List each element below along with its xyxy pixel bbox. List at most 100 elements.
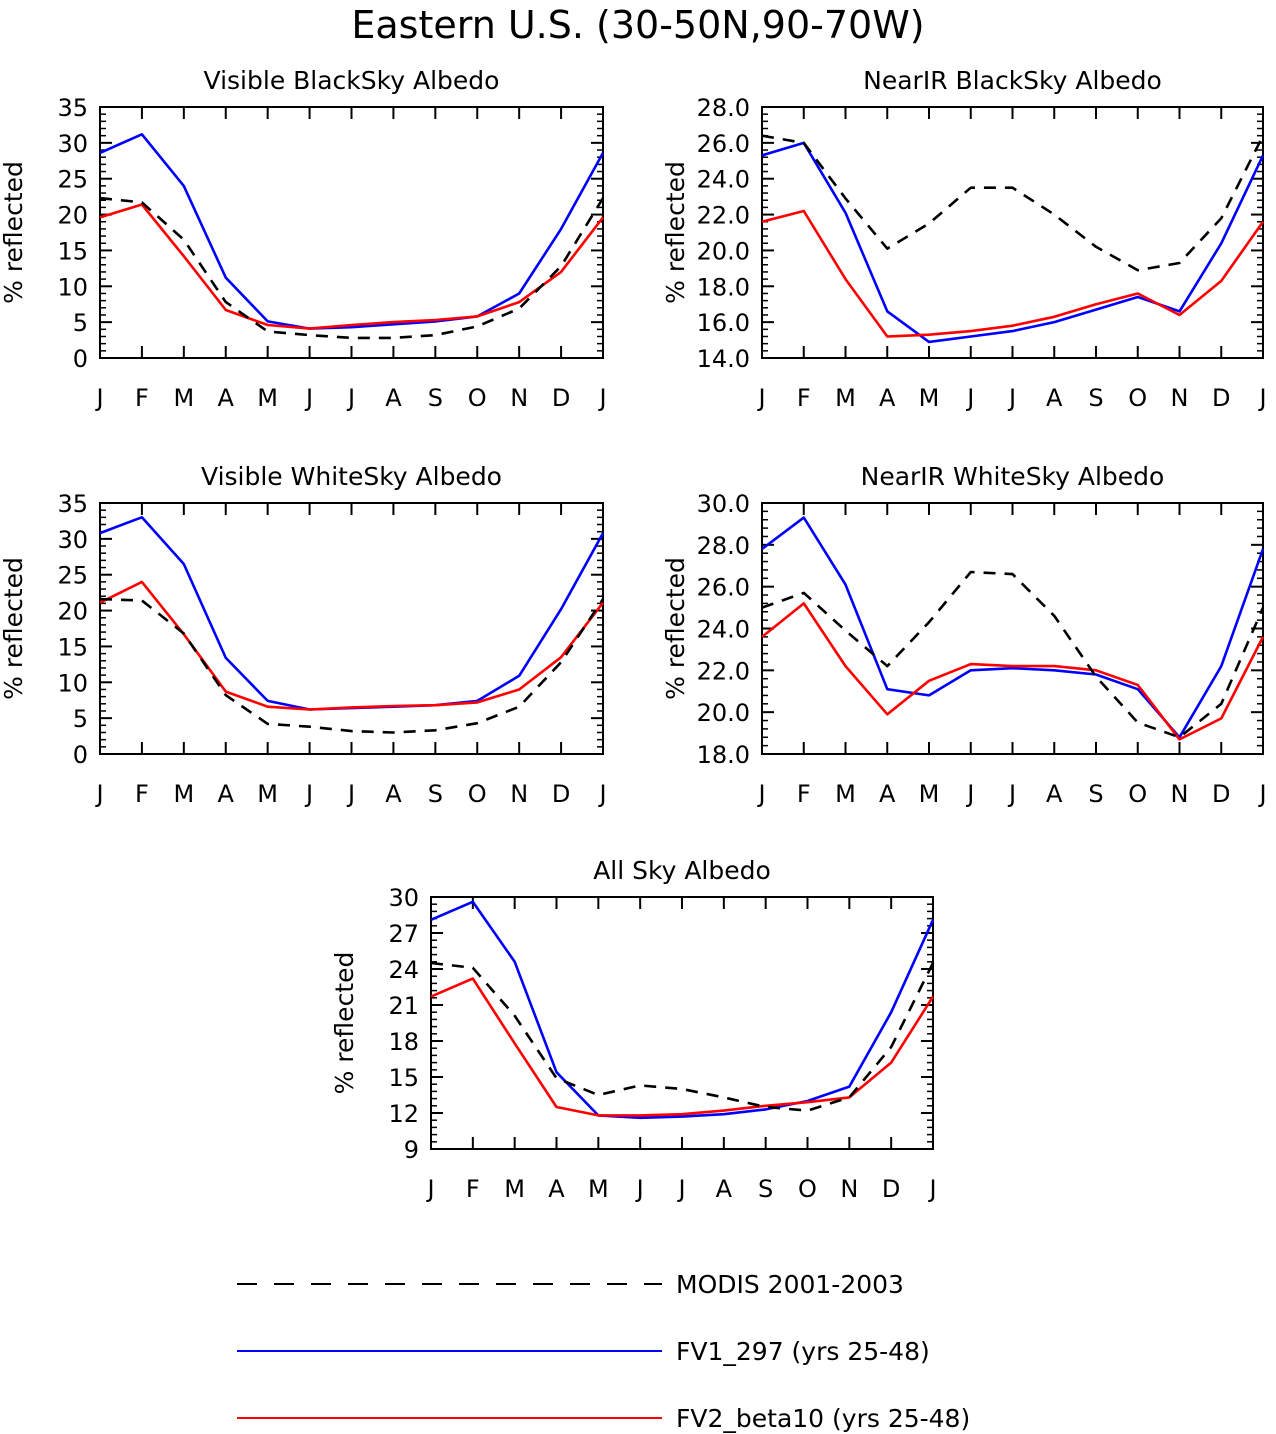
x-tick-label: S <box>428 780 443 808</box>
x-tick-label: M <box>835 384 856 412</box>
series-line-modis <box>430 961 935 1112</box>
y-tick-label: 24.0 <box>697 616 750 644</box>
x-tick-label: M <box>919 780 940 808</box>
y-tick-label: 14.0 <box>697 345 750 373</box>
y-tick-label: 22.0 <box>697 657 750 685</box>
series-line-fv1 <box>761 141 1265 344</box>
y-tick-label: 21 <box>388 992 419 1020</box>
series-line-fv2 <box>430 977 935 1117</box>
x-tick-label: F <box>135 780 149 808</box>
x-tick-label: A <box>716 1175 733 1203</box>
y-tick-label: 15 <box>388 1064 419 1092</box>
x-tick-label: N <box>510 384 528 412</box>
y-tick-label: 16.0 <box>697 309 750 337</box>
y-tick-label: 20 <box>57 598 88 626</box>
x-tick-label: M <box>257 384 278 412</box>
y-tick-label: 20.0 <box>697 699 750 727</box>
x-tick-label: J <box>346 780 355 808</box>
y-tick-label: 15 <box>57 633 88 661</box>
x-tick-label: O <box>1128 780 1147 808</box>
x-tick-label: F <box>466 1175 480 1203</box>
plot-frame <box>430 896 934 1150</box>
x-tick-label: J <box>425 1175 434 1203</box>
y-tick-label: 27 <box>388 920 419 948</box>
x-tick-label: O <box>468 384 487 412</box>
x-tick-label: N <box>1171 384 1189 412</box>
y-axis-label: % reflected <box>0 557 28 700</box>
series-line-fv2 <box>761 602 1265 741</box>
y-tick-label: 24 <box>388 956 419 984</box>
x-tick-label: J <box>304 384 313 412</box>
x-tick-label: J <box>94 384 103 412</box>
series-line-modis <box>99 597 605 734</box>
x-tick-label: O <box>1128 384 1147 412</box>
panel-title: NearIR WhiteSky Albedo <box>861 462 1165 491</box>
y-tick-label: 18.0 <box>697 273 750 301</box>
x-tick-label: M <box>173 780 194 808</box>
y-tick-label: 5 <box>73 705 88 733</box>
x-tick-label: J <box>304 780 313 808</box>
series-line-fv2 <box>99 203 605 330</box>
x-tick-label: S <box>428 384 443 412</box>
y-axis-label: % reflected <box>0 161 28 304</box>
x-tick-label: D <box>1212 384 1230 412</box>
series-line-fv1 <box>761 516 1265 739</box>
x-tick-label: M <box>173 384 194 412</box>
x-tick-label: S <box>1088 384 1103 412</box>
x-tick-label: J <box>965 384 974 412</box>
x-tick-label: F <box>797 384 811 412</box>
x-tick-label: J <box>676 1175 685 1203</box>
series-line-fv1 <box>99 133 605 330</box>
y-tick-label: 28.0 <box>697 532 750 560</box>
y-tick-label: 25 <box>57 166 88 194</box>
y-tick-label: 30 <box>57 526 88 554</box>
x-tick-label: J <box>756 384 765 412</box>
x-tick-label: N <box>1171 780 1189 808</box>
x-tick-label: A <box>385 384 402 412</box>
plot-frame <box>761 502 1264 755</box>
y-tick-label: 30 <box>388 884 419 912</box>
x-tick-label: S <box>1088 780 1103 808</box>
series-line-modis <box>761 570 1265 739</box>
y-axis-label: % reflected <box>661 557 690 700</box>
x-tick-label: J <box>597 780 606 808</box>
x-tick-label: O <box>468 780 487 808</box>
y-tick-label: 18 <box>388 1028 419 1056</box>
x-tick-label: A <box>1046 384 1063 412</box>
x-tick-label: J <box>1257 384 1266 412</box>
y-tick-label: 5 <box>73 309 88 337</box>
x-tick-label: D <box>552 780 570 808</box>
panel-title: Visible WhiteSky Albedo <box>201 462 502 491</box>
x-tick-label: J <box>1257 780 1266 808</box>
figure-title: Eastern U.S. (30-50N,90-70W) <box>351 3 924 47</box>
x-tick-label: J <box>1007 384 1016 412</box>
x-tick-label: J <box>965 780 974 808</box>
legend-label-3: FV2_beta10 (yrs 25-48) <box>676 1404 970 1433</box>
y-tick-label: 15 <box>57 237 88 265</box>
series-line-fv1 <box>99 515 605 711</box>
legend-label-1: MODIS 2001-2003 <box>676 1270 904 1299</box>
y-tick-label: 9 <box>404 1136 419 1164</box>
y-tick-label: 20.0 <box>697 237 750 265</box>
legend: MODIS 2001-2003 FV1_297 (yrs 25-48) FV2_be… <box>237 1270 970 1433</box>
x-tick-label: J <box>1007 780 1016 808</box>
y-tick-label: 30 <box>57 130 88 158</box>
series-line-fv2 <box>761 209 1265 338</box>
x-tick-label: S <box>758 1175 773 1203</box>
y-tick-label: 0 <box>73 345 88 373</box>
x-tick-label: J <box>927 1175 936 1203</box>
y-tick-label: 12 <box>388 1100 419 1128</box>
x-tick-label: A <box>879 780 896 808</box>
panel-title: Visible BlackSky Albedo <box>204 66 500 95</box>
x-tick-label: A <box>385 780 402 808</box>
y-tick-label: 18.0 <box>697 741 750 769</box>
y-tick-label: 24.0 <box>697 166 750 194</box>
x-tick-label: D <box>882 1175 900 1203</box>
